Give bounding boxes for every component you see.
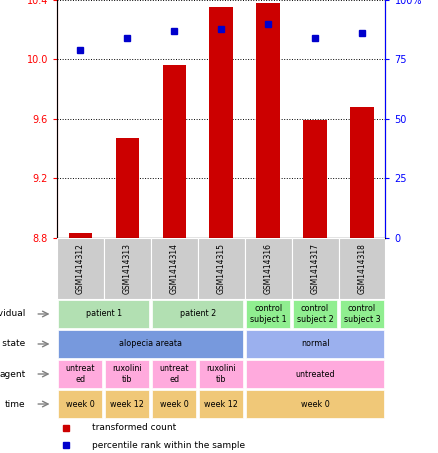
Bar	[292, 238, 339, 299]
Text: week 12: week 12	[110, 400, 144, 409]
Text: GSM1414317: GSM1414317	[311, 243, 320, 294]
Bar	[104, 238, 151, 299]
Bar	[246, 360, 384, 388]
Bar	[69, 233, 92, 238]
Text: GSM1414316: GSM1414316	[264, 243, 272, 294]
Text: patient 1: patient 1	[86, 309, 122, 318]
Text: GSM1414313: GSM1414313	[123, 243, 132, 294]
Bar	[162, 65, 186, 238]
Text: individual: individual	[0, 309, 25, 318]
Bar	[152, 360, 196, 388]
Text: percentile rank within the sample: percentile rank within the sample	[92, 441, 245, 450]
Bar	[116, 138, 139, 238]
Bar	[246, 330, 384, 358]
Bar	[58, 330, 243, 358]
Bar	[58, 390, 102, 418]
Text: transformed count: transformed count	[92, 423, 176, 432]
Text: untreat
ed: untreat ed	[66, 364, 95, 384]
Bar	[105, 390, 149, 418]
Bar	[339, 238, 385, 299]
Text: time: time	[5, 400, 25, 409]
Bar	[340, 300, 384, 328]
Bar	[105, 360, 149, 388]
Text: week 0: week 0	[160, 400, 189, 409]
Text: week 0: week 0	[66, 400, 95, 409]
Bar	[246, 300, 290, 328]
Text: patient 2: patient 2	[180, 309, 216, 318]
Bar	[245, 238, 292, 299]
Text: untreated: untreated	[295, 370, 335, 379]
Text: GSM1414318: GSM1414318	[357, 243, 367, 294]
Bar	[57, 238, 104, 299]
Text: week 12: week 12	[204, 400, 238, 409]
Text: GSM1414314: GSM1414314	[170, 243, 179, 294]
Bar	[209, 7, 233, 238]
Text: agent: agent	[0, 370, 25, 379]
Bar	[198, 238, 245, 299]
Text: control
subject 1: control subject 1	[250, 304, 286, 324]
Bar	[152, 300, 243, 328]
Bar	[246, 390, 384, 418]
Text: GSM1414315: GSM1414315	[217, 243, 226, 294]
Text: GSM1414312: GSM1414312	[76, 243, 85, 294]
Bar	[151, 238, 198, 299]
Text: control
subject 3: control subject 3	[344, 304, 380, 324]
Text: control
subject 2: control subject 2	[297, 304, 333, 324]
Bar	[303, 120, 327, 238]
Bar	[293, 300, 337, 328]
Bar	[199, 390, 243, 418]
Text: ruxolini
tib: ruxolini tib	[113, 364, 142, 384]
Text: alopecia areata: alopecia areata	[119, 339, 182, 348]
Text: week 0: week 0	[300, 400, 329, 409]
Text: ruxolini
tib: ruxolini tib	[206, 364, 236, 384]
Bar	[152, 390, 196, 418]
Text: disease state: disease state	[0, 339, 25, 348]
Text: normal: normal	[301, 339, 329, 348]
Bar	[58, 360, 102, 388]
Bar	[58, 300, 149, 328]
Text: untreat
ed: untreat ed	[159, 364, 189, 384]
Bar	[199, 360, 243, 388]
Bar	[256, 3, 280, 238]
Bar	[350, 107, 374, 238]
